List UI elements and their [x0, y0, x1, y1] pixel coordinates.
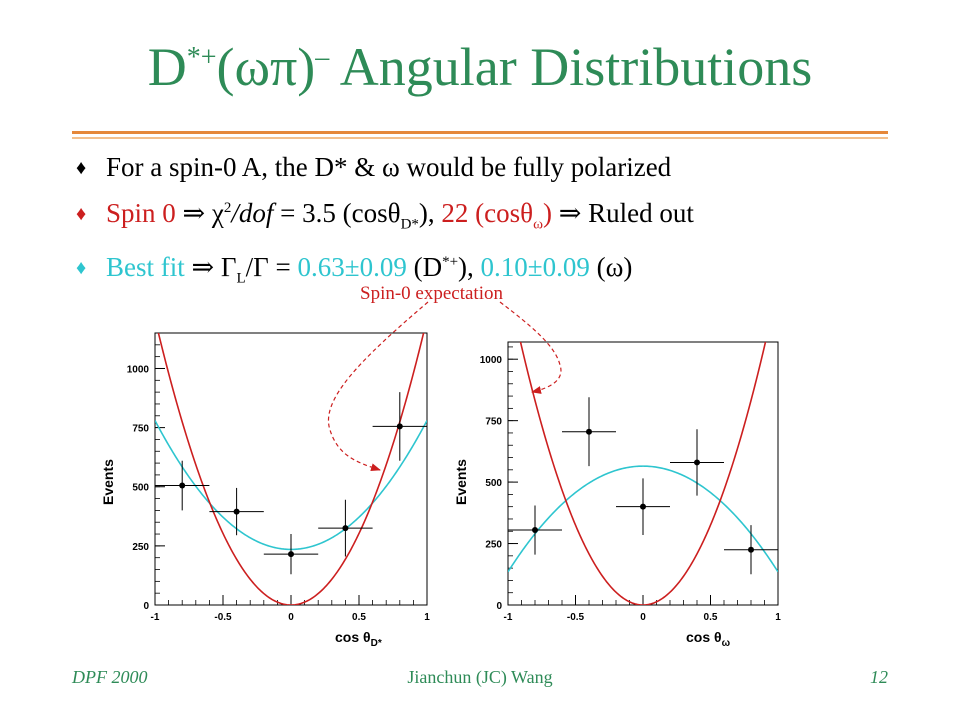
bullet-1-text: For a spin-0 A, the D* & ω would be full… [106, 152, 672, 182]
diamond-icon: ♦ [76, 203, 87, 225]
spin0-annotation: Spin-0 expectation [360, 283, 503, 304]
chi-sup: 2 [223, 200, 232, 216]
data-point [179, 482, 186, 489]
gamma-symbol: Γ [214, 252, 237, 283]
data-point [694, 459, 700, 466]
y-tick-label: 1000 [480, 355, 503, 366]
bullet-2-sub2: ω [533, 216, 543, 233]
annotation-arrow-left [328, 301, 429, 472]
bullet-2: ♦ Spin 0 ⇒ χ2/dof = 3.5 (cosθD*), 22 (cos… [76, 189, 936, 243]
annotation-arrow-right [499, 301, 562, 394]
x-tick-label: -0.5 [214, 612, 232, 623]
gamma-ratio: /Γ = [245, 252, 298, 283]
chi-symbol: χ [205, 198, 224, 228]
y-tick-label: 250 [132, 542, 149, 553]
footer-right: 12 [870, 667, 888, 687]
footer-center: Jianchun (JC) Wang [407, 667, 553, 687]
plot-frame [507, 341, 779, 606]
bullet-3-value1: 0.63±0.09 [297, 252, 407, 283]
diamond-icon: ♦ [76, 157, 87, 179]
x-tick-label: 0.5 [352, 612, 366, 623]
bullet-3-d: (D [406, 252, 443, 283]
bullet-2-value1: = 3.5 (cosθ [273, 198, 401, 228]
bullet-list: ♦ For a spin-0 A, the D* & ω would be ful… [76, 148, 936, 298]
bullet-3-d-close: ), [458, 252, 481, 283]
annotation-arrows [328, 301, 562, 472]
x-tick-label: 0 [640, 612, 646, 623]
y-tick-label: 250 [485, 540, 502, 551]
bullet-2-close1: ), [418, 198, 442, 228]
x-tick-label: 0 [288, 612, 294, 623]
x-axis-label: cos θD* [335, 629, 382, 649]
gamma-sub: L [236, 270, 246, 287]
x-tick-label: 1 [775, 612, 781, 623]
y-tick-label: 1000 [127, 364, 150, 375]
data-point [532, 527, 538, 534]
implies-icon: ⇒ [558, 198, 582, 228]
bullet-3-d-sup: *+ [442, 254, 459, 271]
y-tick-label: 0 [496, 601, 502, 612]
bullet-2-value2: 22 (cosθ [441, 198, 534, 228]
title-sup: *+ [186, 42, 217, 73]
slide-title: D*+(ωπ)– Angular Distributions [0, 37, 960, 97]
chart-dstar: -1 -0.5 0 0.5 1 0 250 500 750 1000 cos θD* Events [100, 332, 430, 649]
x-axis-label-sub: ω [722, 638, 731, 649]
y-tick-label: 750 [132, 424, 149, 435]
implies-icon: ⇒ [182, 198, 206, 228]
x-tick-label: -0.5 [567, 612, 585, 623]
implies-icon: ⇒ [191, 252, 215, 283]
title-rest: Angular Distributions [329, 37, 813, 97]
y-tick-label: 750 [485, 417, 502, 428]
title-main: D [147, 37, 187, 97]
bullet-2-close2: ) [542, 198, 559, 228]
dof-text: /dof [231, 198, 274, 228]
y-tick-label: 500 [132, 483, 149, 494]
data-point [640, 503, 646, 510]
data-point [233, 508, 240, 515]
bullet-2-tail: Ruled out [581, 198, 694, 228]
bullet-3-value2: 0.10±0.09 [480, 252, 590, 283]
data-point [586, 428, 592, 435]
fit-curve [155, 420, 427, 551]
bullet-2-lead: Spin 0 [106, 198, 183, 228]
chart-omega: -1 -0.5 0 0.5 1 0 250 500 750 1000 cos θω Events [453, 341, 781, 649]
expectation-curve [157, 333, 425, 605]
title-rule-thin [72, 137, 888, 139]
data-point [748, 546, 754, 553]
x-tick-label: 0.5 [704, 612, 718, 623]
data-point [396, 423, 403, 430]
y-tick-label: 0 [143, 601, 149, 612]
x-tick-label: -1 [151, 612, 160, 623]
bullet-2-sub1: D* [400, 216, 419, 233]
title-rule [72, 131, 888, 134]
x-axis-label: cos θω [686, 629, 731, 649]
x-tick-label: 1 [424, 612, 430, 623]
bullet-3-lead: Best fit [106, 252, 192, 283]
x-tick-label: -1 [504, 612, 513, 623]
diamond-icon: ♦ [76, 257, 87, 280]
bullet-3-omega: (ω) [589, 252, 633, 283]
bullet-1: ♦ For a spin-0 A, the D* & ω would be ful… [76, 148, 936, 189]
expectation-curve [519, 342, 767, 605]
fit-curve [508, 465, 778, 573]
y-tick-label: 500 [485, 478, 502, 489]
title-paren: (ωπ) [216, 37, 316, 97]
y-axis-label: Events [453, 459, 469, 505]
data-point [288, 551, 294, 558]
y-axis-label: Events [100, 459, 116, 505]
x-axis-label-sub: D* [371, 638, 382, 649]
title-sup2: – [315, 42, 330, 73]
bullet-3: ♦ Best fit ⇒ ΓL/Γ = 0.63±0.09 (D*+), 0.10… [76, 243, 936, 297]
footer-left: DPF 2000 [72, 667, 148, 687]
data-point [342, 525, 349, 532]
